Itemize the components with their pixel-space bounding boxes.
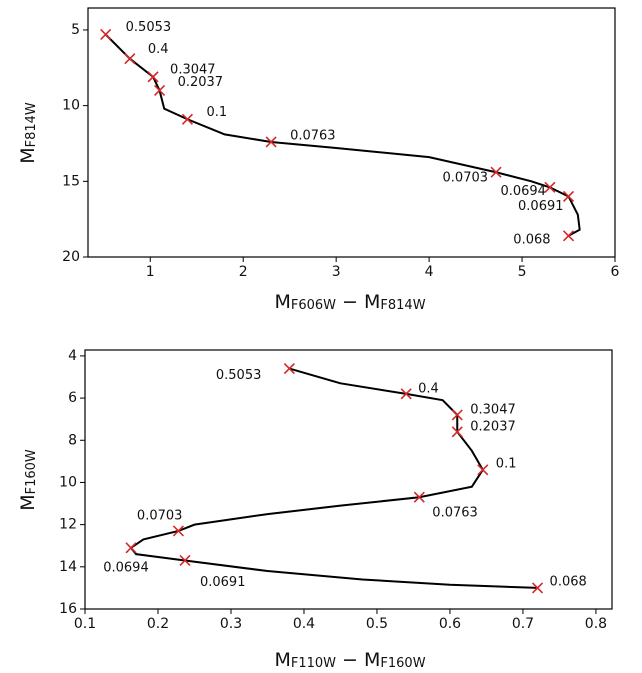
y-tick-label: 15 [62, 173, 80, 189]
x-tick-label: 0.2 [147, 616, 169, 632]
y-tick-label: 10 [59, 474, 77, 490]
mass-label: 0.0694 [103, 560, 149, 575]
x-tick-label: 6 [611, 264, 620, 280]
x-axis-label: MF606W − MF814W [274, 291, 425, 314]
x-tick-label: 0.4 [293, 616, 315, 632]
marker [562, 230, 575, 242]
marker [544, 181, 556, 193]
marker [562, 190, 575, 203]
mass-label: 0.0703 [443, 171, 489, 186]
marker [154, 84, 166, 97]
y-axis-label: MF814W [17, 102, 40, 164]
marker [124, 53, 136, 65]
y-axis-label: MF160W [17, 449, 40, 511]
marker [490, 166, 502, 178]
x-axis-label-part: − M [336, 291, 380, 313]
mass-label: 0.1 [496, 456, 517, 471]
y-tick-label: 16 [59, 601, 77, 617]
x-tick-label: 2 [239, 264, 248, 280]
x-tick-label: 0.7 [512, 616, 534, 632]
marker [179, 554, 191, 567]
mass-label: 0.068 [550, 574, 587, 589]
y-tick-label: 6 [68, 390, 77, 406]
y-tick-label: 8 [68, 432, 77, 448]
marker [413, 491, 425, 503]
marker [265, 136, 277, 148]
mass-label: 0.2037 [470, 419, 516, 434]
marker [451, 426, 463, 438]
marker [400, 388, 412, 400]
mass-label: 0.4 [148, 42, 169, 57]
marker [477, 464, 489, 476]
y-tick-label: 12 [59, 517, 77, 533]
x-tick-label: 4 [425, 264, 434, 280]
mass-label: 0.1 [206, 105, 227, 120]
marker [100, 28, 112, 41]
isochrone-line [104, 33, 581, 237]
mass-label: 0.5053 [126, 20, 171, 35]
x-axis-label-part: F606W [291, 298, 336, 313]
isochrone-line [129, 367, 538, 589]
x-axis-label-part: F814W [380, 298, 425, 313]
x-tick-label: 0.1 [74, 616, 96, 632]
x-axis-label-part: F160W [380, 656, 425, 671]
y-axis-label-part: M [17, 147, 39, 163]
marker [451, 409, 463, 421]
x-tick-label: 3 [332, 264, 341, 280]
mass-label: 0.0691 [518, 199, 564, 214]
y-tick-label: 14 [59, 559, 77, 575]
x-axis-label-part: M [274, 291, 290, 313]
x-tick-label: 0.3 [220, 616, 242, 632]
mass-label: 0.3047 [470, 402, 516, 417]
x-axis-label-part: M [274, 649, 290, 671]
marker [172, 525, 184, 537]
y-tick-label: 4 [68, 348, 77, 364]
x-tick-label: 1 [146, 264, 155, 280]
x-axis-label: MF110W − MF160W [274, 649, 425, 672]
marker [531, 582, 544, 594]
marker [125, 542, 137, 554]
plot-frame [84, 349, 613, 610]
mass-label: 0.4 [418, 381, 439, 396]
marker [283, 362, 295, 375]
mass-label: 0.0691 [200, 575, 246, 590]
mass-label: 0.0703 [137, 508, 183, 523]
mass-label: 0.0694 [500, 184, 546, 199]
mass-label: 0.3047 [170, 62, 216, 77]
x-tick-label: 0.8 [585, 616, 607, 632]
y-axis-label-part: M [17, 494, 39, 510]
x-tick-label: 0.6 [439, 616, 461, 632]
y-axis-label-part: F160W [24, 449, 39, 494]
plot-frame [87, 7, 616, 258]
marker [147, 71, 159, 83]
y-tick-label: 5 [71, 22, 80, 38]
y-axis-label-part: F814W [24, 102, 39, 147]
mass-label: 0.068 [513, 232, 550, 247]
x-axis-label-part: F110W [291, 656, 336, 671]
mass-label: 0.0763 [290, 128, 336, 143]
y-tick-label: 20 [62, 249, 80, 265]
x-tick-label: 0.5 [366, 616, 388, 632]
mass-label: 0.0763 [432, 506, 478, 521]
y-tick-label: 10 [62, 98, 80, 114]
marker [181, 113, 194, 125]
mass-label: 0.5053 [216, 368, 262, 383]
mass-label: 0.2037 [178, 75, 224, 90]
x-axis-label-part: − M [336, 649, 380, 671]
x-tick-label: 5 [518, 264, 527, 280]
